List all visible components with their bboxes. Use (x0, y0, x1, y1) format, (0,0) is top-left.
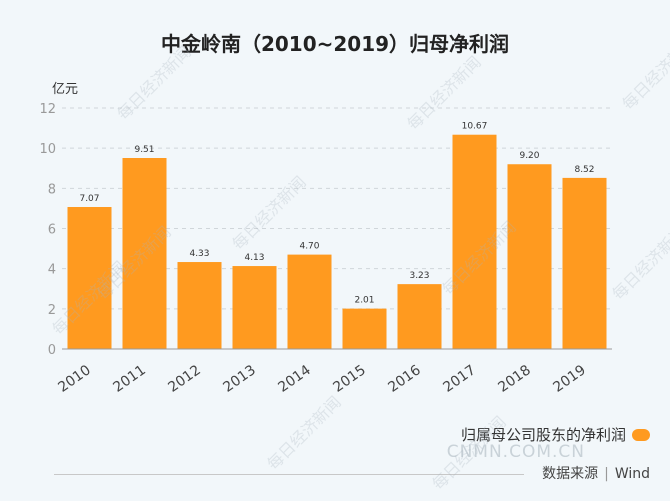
y-axis-ticks: 0 2 4 6 8 10 12 (39, 102, 56, 358)
y-tick-label: 2 (48, 303, 56, 318)
x-tick-label: 2012 (165, 362, 203, 396)
x-tick-label: 2013 (220, 362, 258, 396)
bar (507, 164, 552, 349)
y-tick-label: 12 (39, 102, 56, 117)
x-tick-label: 2015 (330, 362, 368, 396)
y-tick-label: 6 (48, 223, 56, 238)
x-tick-label: 2011 (110, 362, 148, 396)
data-label: 9.51 (134, 145, 154, 155)
x-axis-ticks: 2010 2011 2012 2013 2014 2015 2016 2017 2018 2019 (55, 362, 588, 396)
data-source: 数据来源 | Wind (542, 466, 650, 482)
y-tick-label: 0 (48, 343, 56, 358)
data-label: 8.52 (574, 165, 594, 175)
x-tick-label: 2010 (55, 362, 93, 396)
bar (452, 134, 497, 349)
source-label: 数据来源 (542, 466, 599, 482)
y-tick-label: 8 (48, 182, 56, 197)
x-tick-label: 2019 (550, 362, 588, 396)
bar (397, 284, 442, 349)
y-tick-label: 4 (48, 263, 56, 278)
bar (232, 266, 277, 349)
bar (562, 177, 607, 349)
legend-label: 归属母公司股东的净利润 (460, 426, 626, 444)
x-tick-label: 2017 (440, 362, 478, 396)
data-label: 9.20 (519, 151, 539, 161)
bar (122, 158, 167, 349)
data-label: 4.70 (299, 242, 319, 252)
bar (67, 207, 112, 349)
legend-swatch (632, 428, 650, 441)
x-tick-label: 2016 (385, 362, 423, 396)
x-tick-label: 2014 (275, 362, 313, 396)
y-tick-label: 10 (39, 142, 56, 157)
data-label: 2.01 (354, 296, 374, 306)
bar (287, 254, 332, 349)
chart-title: 中金岭南（2010~2019）归母净利润 (160, 32, 510, 56)
data-label: 4.13 (244, 253, 264, 263)
y-axis-unit-label: 亿元 (52, 82, 78, 97)
data-label: 7.07 (79, 194, 99, 204)
footer-divider (54, 474, 524, 475)
bar (342, 308, 387, 349)
value-labels: 7.07 9.51 4.33 4.13 4.70 2.01 3.23 10.67 9.20 8.5… (79, 122, 594, 306)
x-tick-label: 2018 (495, 362, 533, 396)
bars (67, 134, 607, 349)
legend: 归属母公司股东的净利润 (461, 424, 650, 445)
data-label: 10.67 (462, 122, 488, 132)
site-watermark: CNMN.COM.CN (446, 442, 585, 462)
source-value: Wind (614, 466, 650, 482)
data-label: 3.23 (409, 271, 429, 281)
bar (177, 262, 222, 349)
data-label: 4.33 (189, 249, 209, 259)
